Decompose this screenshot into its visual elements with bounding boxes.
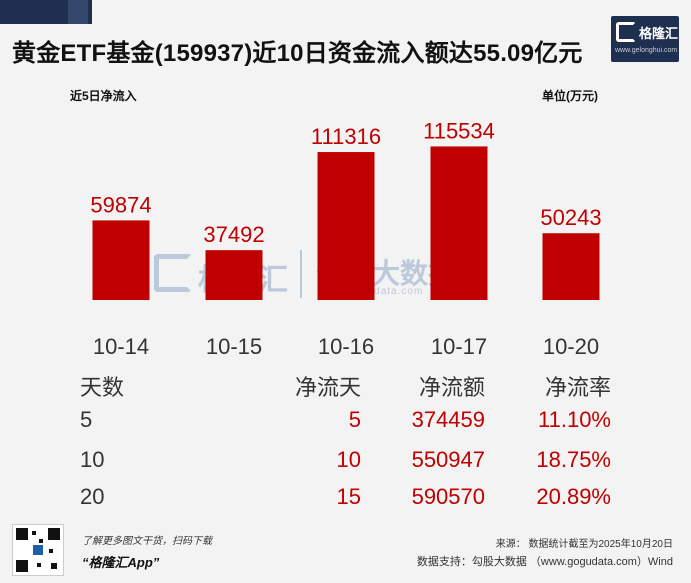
bar-chart: 59874 10-14 37492 10-15 111316 10-16 115534 10-…	[90, 118, 601, 359]
watermark-divider	[300, 250, 302, 298]
qr-dot	[39, 539, 43, 543]
cell-net-amount: 550947	[411, 447, 485, 472]
data-label-10-14: 59874	[90, 192, 151, 217]
qr-finder	[16, 560, 28, 572]
cell-days: 5	[80, 407, 93, 432]
data-support: 数据支持：勾股大数据 （www.gogudata.com）Wind	[416, 556, 673, 568]
category-label-10-15: 10-15	[206, 334, 262, 359]
cell-net-days: 10	[336, 447, 361, 472]
qr-caption: 了解更多图文干货，扫码下载	[82, 536, 212, 547]
logo-name: 格隆汇	[639, 26, 679, 41]
watermark-logo-icon	[154, 254, 192, 292]
qr-dot	[49, 549, 53, 553]
qr-finder	[48, 528, 60, 540]
app-name: “格隆汇App”	[82, 555, 160, 570]
qr-dot	[32, 531, 36, 535]
bar-10-20	[542, 233, 600, 300]
table-row: 20 15 590570 20.89%	[0, 484, 691, 520]
qr-finder	[16, 528, 28, 540]
top-decoration	[0, 0, 691, 24]
bar-10-17	[430, 146, 488, 300]
qr-center-logo	[33, 545, 43, 555]
table-row: 5 5 374459 11.10%	[0, 407, 691, 443]
data-label-10-17: 115534	[423, 118, 495, 143]
category-label-10-20: 10-20	[543, 334, 599, 359]
table-row: 10 10 550947 18.75%	[0, 447, 691, 483]
logo-g-icon	[616, 22, 636, 42]
cell-net-days: 15	[336, 484, 361, 509]
unit-label: 单位(万元)	[542, 89, 598, 103]
category-label-10-14: 10-14	[93, 334, 149, 359]
data-label-10-15: 37492	[203, 222, 264, 247]
top-block-accent	[68, 0, 88, 24]
brand-logo: 格隆汇 www.gelonghui.com	[611, 16, 679, 62]
qr-dot	[37, 563, 41, 567]
header-net-days: 净流天	[294, 375, 361, 400]
cell-days: 20	[80, 484, 105, 509]
bar-10-16	[317, 152, 375, 300]
cell-net-rate: 20.89%	[536, 484, 611, 509]
data-label-10-20: 50243	[540, 205, 601, 230]
table-header: 天数 净流天 净流额 净流率	[0, 370, 691, 406]
source-note: 来源： 数据统计截至为2025年10月20日	[495, 539, 673, 550]
logo-url: www.gelonghui.com	[615, 47, 678, 54]
chart-subtitle: 近5日净流入	[70, 89, 137, 103]
cell-days: 10	[80, 447, 105, 472]
bar-10-15	[205, 250, 263, 300]
cell-net-days: 5	[348, 407, 361, 432]
header-net-amount: 净流额	[418, 375, 485, 400]
header-net-rate: 净流率	[544, 375, 611, 400]
page-title: 黄金ETF基金(159937)近10日资金流入额达55.09亿元	[12, 40, 583, 67]
qr-code[interactable]	[12, 524, 64, 576]
cell-net-rate: 11.10%	[538, 407, 611, 432]
cell-net-amount: 590570	[411, 484, 485, 509]
cell-net-amount: 374459	[411, 407, 485, 432]
category-label-10-17: 10-17	[431, 334, 487, 359]
data-label-10-16: 111316	[311, 124, 381, 149]
bar-10-14	[92, 220, 150, 300]
header-days: 天数	[80, 375, 125, 400]
qr-dot	[51, 563, 57, 569]
category-label-10-16: 10-16	[318, 334, 374, 359]
cell-net-rate: 18.75%	[536, 447, 611, 472]
